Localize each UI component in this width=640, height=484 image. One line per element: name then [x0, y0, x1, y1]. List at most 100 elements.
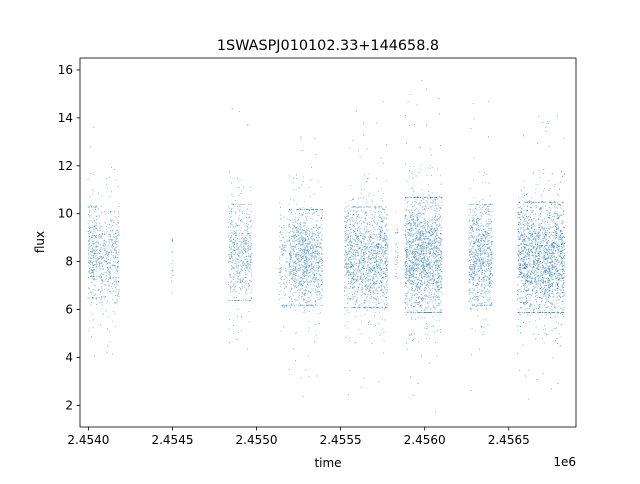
data-point — [231, 252, 233, 253]
data-point — [315, 259, 317, 261]
data-point — [309, 265, 310, 267]
data-point — [297, 209, 299, 210]
data-point — [239, 238, 241, 240]
data-point — [230, 237, 232, 239]
data-point — [406, 234, 408, 236]
data-point — [294, 309, 296, 311]
data-point — [363, 259, 365, 261]
data-point — [93, 277, 95, 279]
data-point — [360, 268, 362, 270]
data-point — [344, 288, 346, 289]
data-point — [349, 229, 351, 231]
data-point — [313, 256, 315, 257]
data-point — [228, 281, 230, 283]
data-point — [377, 206, 379, 208]
data-point — [409, 264, 410, 266]
data-point — [303, 298, 304, 299]
data-point — [105, 310, 107, 312]
data-point — [369, 234, 371, 236]
data-point — [298, 248, 300, 250]
data-point — [315, 285, 317, 287]
data-point — [425, 272, 427, 273]
data-point — [283, 249, 285, 251]
data-point — [307, 355, 309, 357]
data-point — [370, 282, 372, 284]
data-point — [294, 281, 295, 283]
data-point — [358, 217, 360, 219]
data-point — [305, 238, 307, 240]
data-point — [111, 264, 113, 266]
data-point — [406, 286, 408, 288]
data-point — [112, 320, 114, 322]
data-point — [246, 217, 248, 218]
data-point — [440, 264, 442, 266]
data-point — [118, 235, 120, 236]
data-point — [283, 250, 285, 252]
data-point — [351, 266, 352, 268]
data-point — [349, 261, 351, 262]
data-point — [372, 297, 374, 299]
data-point — [299, 242, 301, 244]
data-point — [352, 246, 354, 248]
data-point — [350, 232, 352, 233]
data-point — [108, 271, 109, 273]
data-point — [413, 283, 415, 285]
data-point — [91, 270, 93, 272]
data-point — [283, 216, 285, 218]
data-point — [360, 283, 362, 285]
data-point — [419, 247, 421, 249]
data-point — [290, 209, 291, 211]
data-point — [386, 264, 387, 266]
data-point — [318, 263, 320, 265]
data-point — [250, 226, 252, 227]
data-point — [355, 303, 356, 305]
data-point — [321, 258, 322, 260]
data-point — [304, 280, 306, 282]
data-point — [317, 298, 319, 300]
data-point — [434, 253, 436, 254]
data-point — [427, 208, 429, 210]
data-point — [424, 226, 426, 228]
data-point — [345, 234, 347, 235]
data-point — [318, 251, 320, 253]
data-point — [109, 262, 111, 264]
data-point — [303, 278, 305, 279]
data-point — [293, 249, 294, 251]
data-point — [308, 209, 309, 210]
data-point — [304, 263, 306, 265]
data-point — [374, 273, 375, 275]
data-point — [439, 296, 440, 298]
data-point — [306, 278, 308, 280]
data-point — [370, 294, 372, 295]
data-point — [89, 260, 91, 262]
data-point — [292, 268, 294, 270]
data-point — [356, 301, 358, 303]
data-point — [248, 321, 250, 323]
data-point — [412, 234, 414, 236]
data-point — [352, 265, 354, 266]
data-point — [108, 331, 110, 333]
data-point — [414, 251, 415, 253]
data-point — [376, 263, 377, 265]
data-point — [360, 333, 362, 335]
data-point — [417, 218, 419, 219]
data-point — [297, 258, 299, 260]
data-point — [376, 306, 377, 308]
data-point — [347, 233, 349, 235]
data-point — [104, 284, 106, 286]
data-point — [356, 222, 358, 224]
data-point — [172, 275, 174, 277]
data-point — [232, 258, 234, 259]
data-point — [231, 265, 232, 267]
data-point — [298, 238, 299, 240]
data-point — [304, 276, 306, 278]
data-point — [368, 290, 370, 292]
data-point — [394, 269, 396, 270]
data-point — [243, 287, 245, 289]
data-point — [365, 231, 367, 233]
data-point — [315, 291, 317, 293]
data-point — [368, 222, 370, 223]
data-point — [290, 304, 292, 306]
data-point — [363, 197, 364, 199]
data-point — [420, 249, 422, 251]
